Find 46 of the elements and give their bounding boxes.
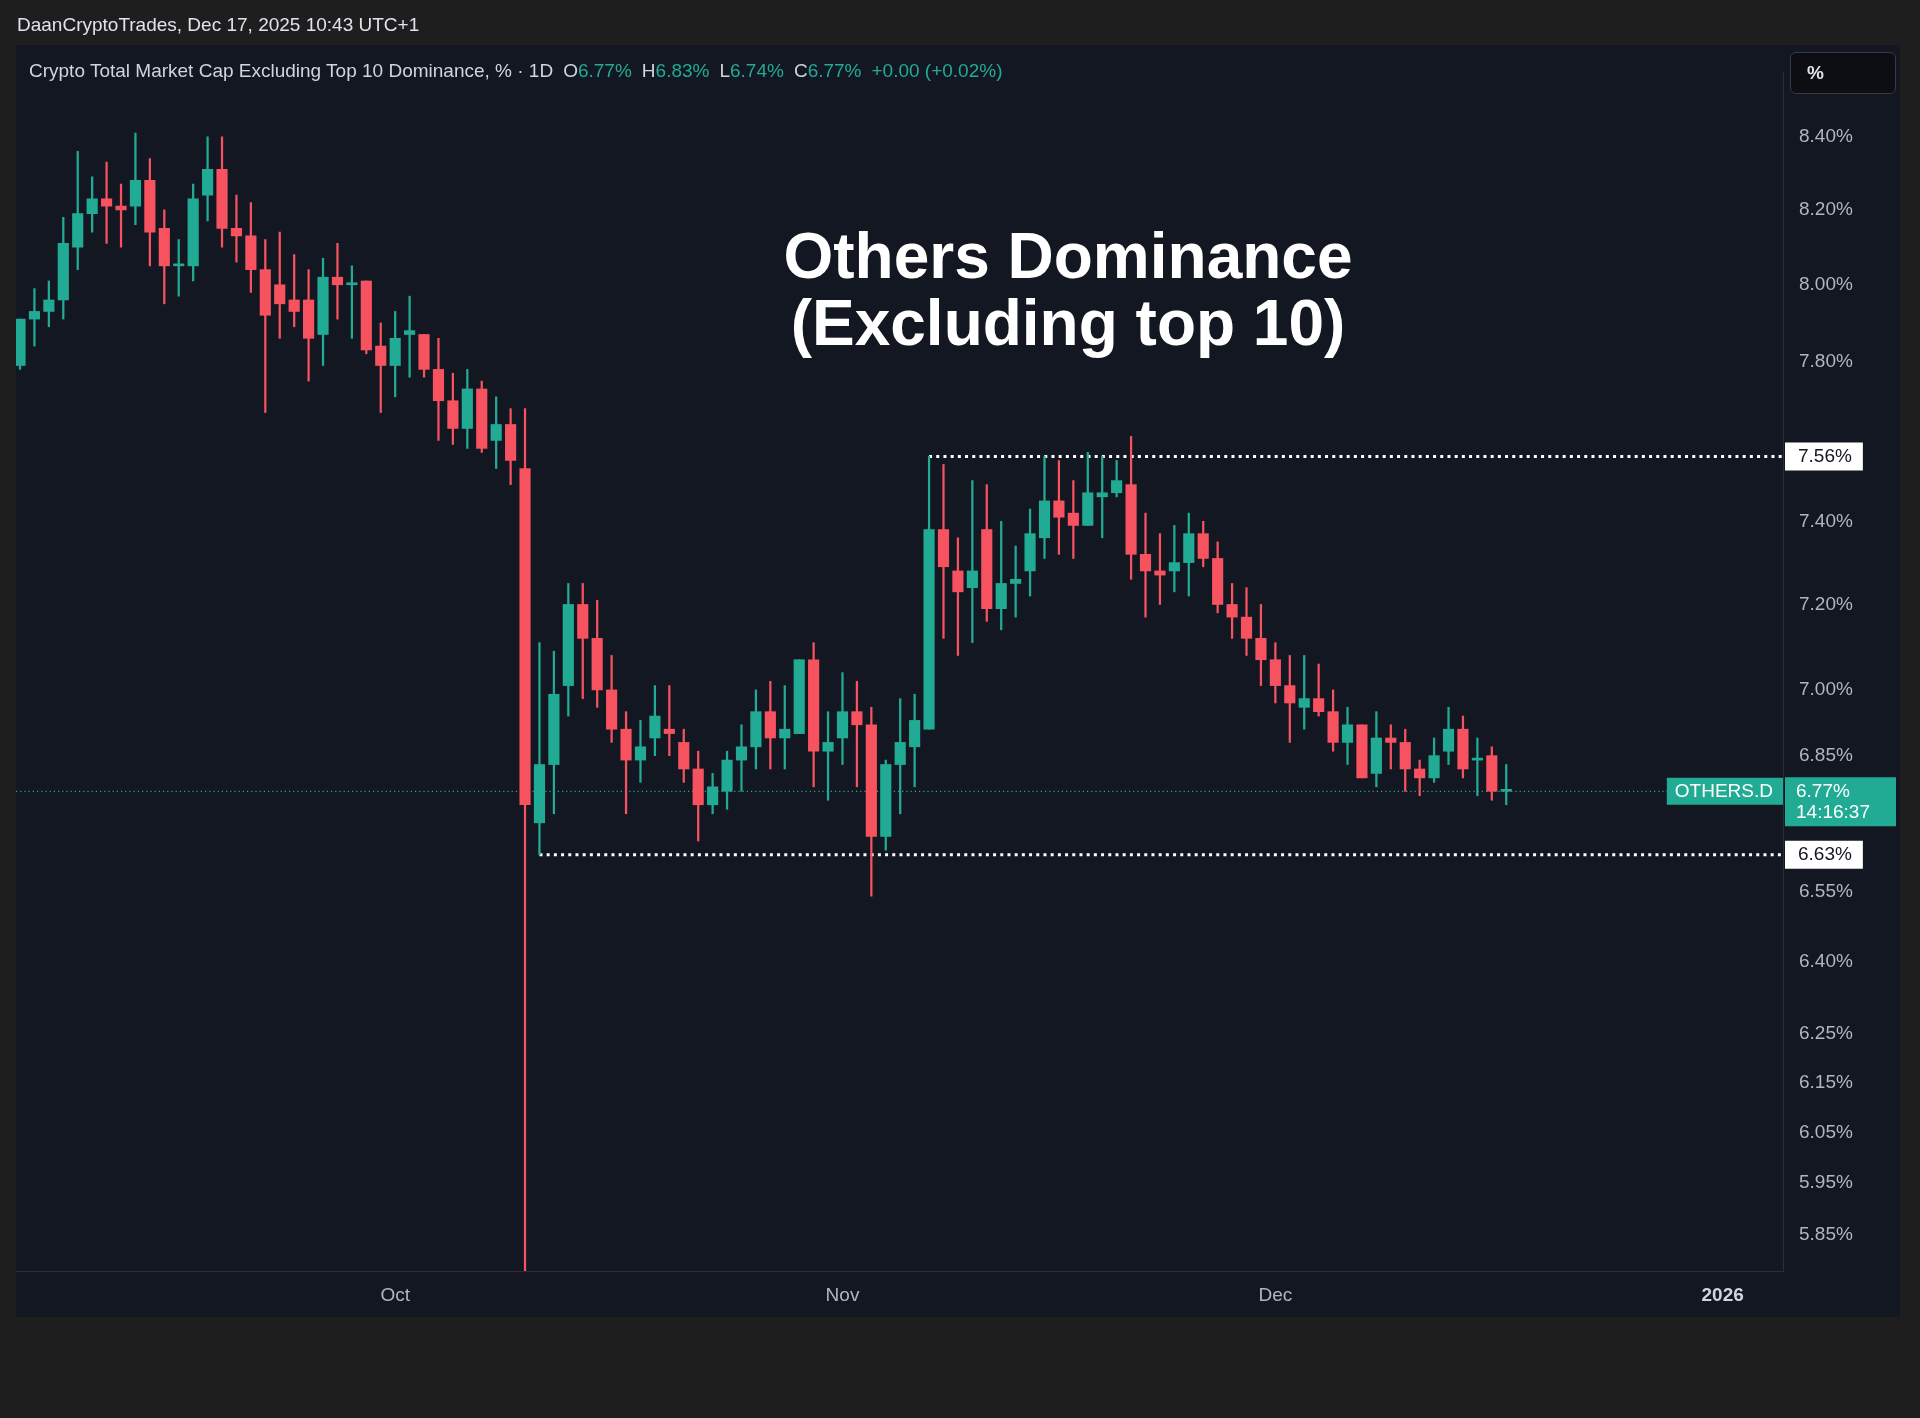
- candlestick: [202, 136, 214, 222]
- text: 14:16:37: [1796, 801, 1870, 823]
- x-tick-label: Nov: [825, 1283, 860, 1305]
- y-tick-label: 5.95%: [1799, 1171, 1853, 1193]
- y-tick-label: 6.55%: [1799, 879, 1853, 901]
- candlestick: [404, 295, 416, 378]
- y-tick-label: 6.25%: [1799, 1022, 1853, 1044]
- data-label: 7.56%: [1798, 445, 1852, 467]
- x-tick-label: 2026: [1701, 1283, 1744, 1305]
- data-label: 6.63%: [1798, 843, 1852, 865]
- candlestick: [937, 464, 950, 639]
- text: DaanCryptoTrades, Dec 17, 2025 10:43 UTC+1: [17, 14, 420, 36]
- candlestick: [129, 132, 142, 226]
- candlestick: [1139, 512, 1152, 618]
- y-tick-label: 7.20%: [1799, 592, 1853, 614]
- ref-line-label: 6.77%: [1796, 780, 1850, 802]
- candlestick: [1240, 587, 1253, 656]
- percent-button: %: [1790, 52, 1896, 94]
- y-tick-label: 6.40%: [1799, 950, 1853, 972]
- y-tick-label: 8.20%: [1799, 198, 1853, 220]
- candlestick: [230, 194, 243, 263]
- text: Others Dominance (Excluding top 10): [782, 220, 1354, 359]
- annotation: +0.00 (+0.02%): [871, 60, 1003, 81]
- annotation: L6.74%: [719, 60, 784, 81]
- y-tick-label: 8.00%: [1799, 273, 1853, 295]
- y-tick-label: 5.85%: [1799, 1222, 1853, 1244]
- y-tick-label: 7.40%: [1799, 509, 1853, 531]
- y-tick-label: 6.05%: [1799, 1120, 1853, 1142]
- candlestick: [432, 338, 445, 441]
- candlestick: [331, 243, 344, 320]
- candlestick: [28, 288, 41, 347]
- candlestick: [836, 672, 849, 765]
- y-tick-label: 7.80%: [1799, 349, 1853, 371]
- annotation: O6.77%: [563, 60, 632, 81]
- y-tick-label: 7.00%: [1799, 678, 1853, 700]
- annotation: OTHERS.D: [1674, 780, 1774, 802]
- y-tick-label: 6.85%: [1799, 743, 1853, 765]
- y-tick-label: 6.15%: [1799, 1070, 1853, 1092]
- candlestick: [634, 720, 647, 783]
- y-tick-label: 8.40%: [1799, 124, 1853, 146]
- annotation: H6.83%: [641, 60, 710, 81]
- candlestick: [101, 161, 113, 244]
- annotation: C6.77%: [793, 60, 862, 81]
- chart-subtitle: Crypto Total Market Cap Excluding Top 10 Dominance, % · 1D: [29, 60, 554, 81]
- x-tick-label: Oct: [380, 1283, 411, 1305]
- x-tick-label: Dec: [1258, 1283, 1293, 1305]
